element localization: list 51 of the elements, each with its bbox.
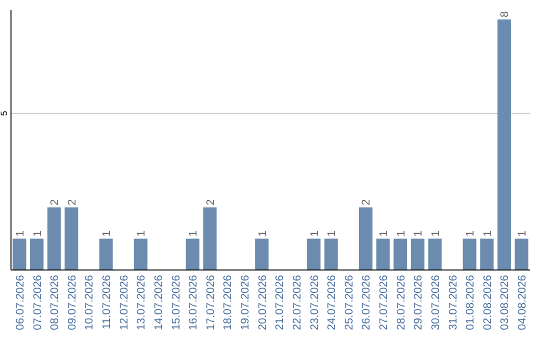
x-tick-label: 27.07.2026 [378, 275, 390, 330]
data-label: 1 [464, 230, 477, 237]
data-label: 1 [256, 230, 269, 237]
x-tick-label: 19.07.2026 [240, 275, 252, 330]
x-tick-label: 04.08.2026 [516, 275, 529, 330]
x-tick-label: 08.07.2026 [49, 275, 62, 330]
x-tick-label: 11.07.2026 [101, 275, 114, 330]
x-tick-label: 01.08.2026 [464, 275, 477, 330]
x-tick-label: 10.07.2026 [84, 275, 96, 330]
x-tick-label: 24.07.2026 [326, 275, 338, 330]
x-tick-label: 16.07.2026 [188, 275, 200, 330]
data-label: 1 [308, 230, 321, 237]
x-tick-label: 21.07.2026 [274, 275, 286, 330]
data-label: 2 [360, 199, 373, 206]
x-tick-label: 17.07.2026 [204, 275, 217, 330]
data-label: 2 [66, 199, 78, 206]
data-label: 1 [14, 230, 26, 237]
x-tick-label: 28.07.2026 [395, 275, 408, 330]
x-tick-label: 26.07.2026 [360, 275, 373, 330]
data-label: 8 [499, 11, 512, 18]
x-tick-label: 25.07.2026 [343, 275, 356, 330]
data-label: 1 [101, 230, 114, 237]
x-tick-label: 31.07.2026 [447, 275, 460, 330]
y-tick-label: 5 [0, 110, 9, 116]
data-label: 1 [188, 230, 200, 237]
x-tick-label: 20.07.2026 [256, 275, 269, 330]
x-tick-label: 22.07.2026 [291, 275, 304, 330]
data-label: 1 [395, 230, 408, 237]
x-tick-label: 13.07.2026 [136, 275, 148, 330]
x-tick-label: 12.07.2026 [118, 275, 130, 330]
x-tick-label: 09.07.2026 [66, 275, 78, 330]
x-tick-label: 07.07.2026 [32, 275, 44, 330]
x-tick-label: 18.07.2026 [222, 275, 234, 330]
x-tick-label: 23.07.2026 [308, 275, 321, 330]
data-label: 2 [49, 199, 62, 206]
data-label: 1 [412, 230, 425, 237]
data-label: 1 [136, 230, 148, 237]
x-tick-label: 14.07.2026 [152, 275, 165, 330]
data-label: 1 [516, 230, 529, 237]
data-label: 2 [204, 199, 217, 206]
x-tick-label: 30.07.2026 [430, 275, 442, 330]
x-tick-label: 03.08.2026 [499, 275, 512, 330]
x-tick-label: 06.07.2026 [14, 275, 26, 330]
data-label: 1 [378, 230, 390, 237]
x-tick-label: 29.07.2026 [412, 275, 425, 330]
x-tick-label: 15.07.2026 [170, 275, 182, 330]
data-label: 1 [326, 230, 338, 237]
data-label: 1 [482, 230, 494, 237]
data-label: 1 [430, 230, 442, 237]
data-label: 1 [32, 230, 44, 237]
x-tick-label: 02.08.2026 [482, 275, 494, 330]
